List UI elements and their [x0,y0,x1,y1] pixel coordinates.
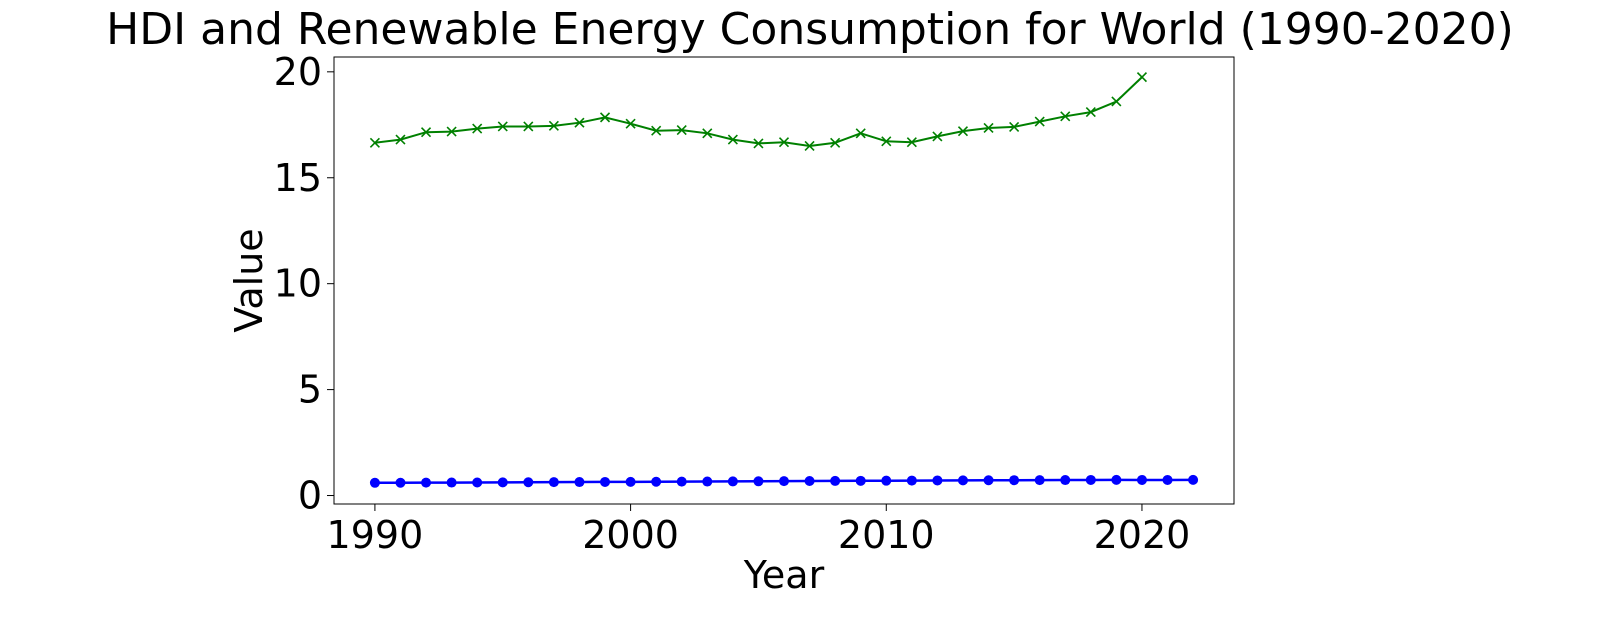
data-point [497,477,508,488]
y-tick-label: 15 [274,156,322,200]
y-axis: 0 5 10 15 20 [274,50,334,518]
data-point [881,136,892,147]
data-point [574,477,585,488]
data-point [1060,475,1071,486]
data-point [855,475,866,486]
data-point [1188,474,1199,485]
data-point [472,477,483,488]
data-point [599,112,611,123]
data-point [420,127,432,138]
data-point [651,476,662,487]
data-point [369,137,380,148]
data-point [676,125,687,136]
data-point [1060,111,1071,122]
data-point [906,475,917,486]
data-point [702,476,713,487]
data-point [625,476,636,487]
data-point [1085,474,1096,485]
data-point [753,476,764,487]
data-point [369,477,380,488]
data-point [523,477,534,488]
data-point [855,128,866,139]
data-point [753,138,764,149]
data-point [727,134,738,145]
y-tick-label: 0 [298,474,322,518]
data-point [778,137,790,148]
data-point [1111,96,1122,107]
data-point [906,137,917,148]
chart-title: HDI and Renewable Energy Consumption for… [106,4,1514,55]
data-point [804,476,815,487]
data-point [625,118,636,129]
data-point [421,477,432,488]
data-point [1136,72,1148,83]
data-point [548,120,559,131]
data-point [497,121,508,132]
data-point [957,475,968,486]
data-point [957,126,969,137]
data-point [676,476,687,487]
y-tick-label: 5 [298,368,322,412]
data-point [932,131,943,142]
data-point [1136,474,1147,485]
data-point [881,475,892,486]
data-point [702,128,713,139]
x-tick-label: 2010 [838,513,935,557]
data-point [651,125,662,136]
data-point [548,477,559,488]
data-point [574,117,585,128]
data-point [472,123,483,134]
y-tick-label: 10 [274,262,322,306]
data-point [446,126,457,137]
data-point [932,475,943,486]
series-layer [369,72,1199,488]
data-point [804,140,815,152]
x-tick-label: 2000 [582,513,679,557]
series-line-1 [374,76,1143,148]
y-tick-label: 20 [274,50,322,94]
data-point [830,137,841,148]
data-point [983,122,994,134]
data-point [727,476,738,487]
x-axis: 1990 2000 2010 2020 [327,504,1191,557]
data-point [446,477,457,488]
data-point [1034,475,1045,486]
data-point [983,475,994,486]
data-point [1009,475,1020,486]
data-point [1034,116,1045,127]
x-tick-label: 1990 [327,513,424,557]
x-tick-label: 2020 [1094,513,1191,557]
data-point [395,477,406,488]
data-point [1162,474,1173,485]
data-point [523,121,534,132]
plot-frame [333,56,1235,505]
y-axis-label: Value [227,228,271,332]
data-point [1009,121,1020,132]
data-point [1085,107,1096,118]
data-point [395,134,406,145]
data-point [1111,474,1122,485]
data-point [779,476,789,487]
data-point [830,475,841,486]
data-point [600,476,611,487]
x-axis-label: Year [743,553,825,597]
